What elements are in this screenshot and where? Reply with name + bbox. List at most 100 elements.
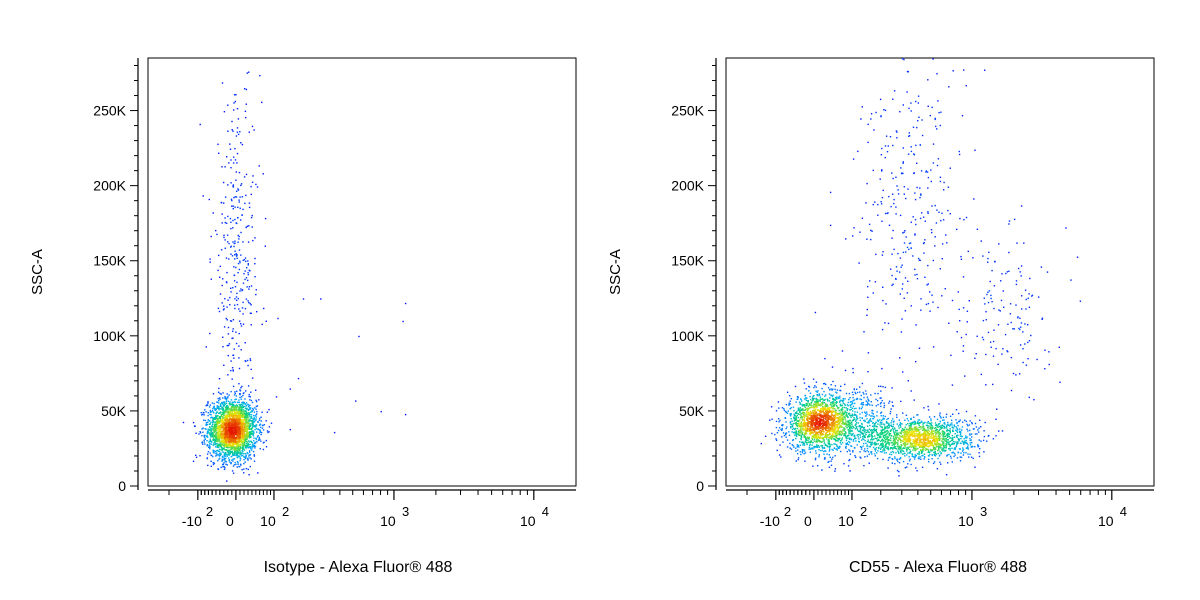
data-point bbox=[256, 311, 258, 313]
data-point bbox=[906, 466, 908, 468]
data-point bbox=[808, 428, 810, 430]
data-point bbox=[902, 436, 904, 438]
data-point bbox=[236, 460, 239, 463]
data-point bbox=[236, 425, 239, 427]
data-point bbox=[824, 398, 826, 401]
data-point bbox=[822, 405, 824, 408]
data-point bbox=[235, 253, 237, 255]
data-point bbox=[216, 435, 218, 438]
data-point bbox=[240, 142, 242, 144]
data-point bbox=[234, 461, 236, 464]
data-point bbox=[212, 408, 214, 410]
data-point bbox=[813, 386, 815, 389]
data-point bbox=[217, 420, 219, 422]
data-point bbox=[231, 451, 233, 454]
data-point bbox=[242, 444, 245, 447]
data-point bbox=[811, 447, 813, 449]
data-point bbox=[260, 420, 262, 422]
data-point bbox=[815, 441, 817, 443]
data-point bbox=[262, 448, 265, 451]
data-point bbox=[234, 446, 236, 448]
data-point bbox=[219, 445, 221, 447]
data-point bbox=[228, 258, 230, 260]
data-point bbox=[845, 432, 847, 435]
data-point bbox=[249, 396, 251, 398]
data-point bbox=[250, 432, 252, 434]
data-point bbox=[255, 414, 257, 416]
data-point bbox=[243, 435, 245, 438]
data-point bbox=[851, 401, 853, 403]
data-point bbox=[244, 342, 246, 344]
data-point bbox=[218, 152, 220, 154]
data-point bbox=[220, 453, 222, 455]
data-point bbox=[206, 453, 209, 455]
data-point bbox=[881, 442, 884, 444]
data-point bbox=[809, 418, 811, 420]
data-point bbox=[230, 221, 232, 223]
data-point bbox=[844, 419, 847, 421]
data-point bbox=[825, 426, 827, 429]
data-point bbox=[221, 166, 223, 168]
data-point bbox=[240, 426, 243, 428]
data-point bbox=[808, 436, 810, 439]
data-point bbox=[230, 426, 233, 429]
data-point bbox=[828, 415, 831, 418]
data-point bbox=[243, 433, 245, 435]
data-point bbox=[242, 301, 244, 304]
data-point bbox=[240, 435, 243, 438]
data-point bbox=[208, 446, 210, 448]
data-point bbox=[825, 425, 827, 427]
data-point bbox=[233, 156, 235, 158]
data-point bbox=[219, 448, 221, 451]
data-point bbox=[214, 441, 216, 444]
data-point bbox=[940, 440, 943, 442]
data-point bbox=[247, 413, 249, 415]
data-point bbox=[819, 441, 821, 443]
data-point bbox=[791, 425, 794, 427]
data-point bbox=[916, 440, 918, 442]
data-point bbox=[807, 422, 809, 425]
data-point bbox=[852, 402, 854, 405]
data-point bbox=[215, 437, 218, 439]
data-point bbox=[223, 462, 225, 464]
data-point bbox=[213, 451, 215, 454]
data-point bbox=[841, 441, 844, 444]
data-point bbox=[245, 405, 247, 407]
data-point bbox=[842, 429, 844, 431]
data-point bbox=[217, 307, 220, 310]
data-point bbox=[891, 420, 893, 422]
data-point bbox=[207, 412, 209, 414]
data-point bbox=[232, 415, 234, 417]
data-point bbox=[222, 278, 224, 280]
data-point bbox=[809, 444, 811, 447]
data-point bbox=[887, 441, 889, 443]
data-point bbox=[835, 417, 837, 419]
data-point bbox=[798, 446, 800, 448]
data-point bbox=[234, 426, 237, 428]
data-point bbox=[828, 417, 830, 419]
data-point bbox=[232, 319, 235, 321]
data-point bbox=[230, 407, 233, 409]
data-point bbox=[252, 425, 255, 427]
data-point bbox=[941, 438, 943, 440]
data-point bbox=[806, 411, 808, 413]
data-point bbox=[231, 337, 233, 340]
data-point bbox=[222, 181, 225, 184]
data-point bbox=[250, 216, 253, 219]
data-point bbox=[231, 433, 233, 435]
data-point bbox=[780, 456, 782, 458]
data-point bbox=[822, 433, 824, 435]
data-point bbox=[828, 445, 831, 447]
data-point bbox=[239, 407, 242, 409]
data-point bbox=[199, 432, 202, 434]
data-point bbox=[240, 231, 242, 234]
data-point bbox=[824, 405, 826, 407]
data-point bbox=[791, 431, 793, 433]
data-point bbox=[245, 430, 248, 432]
data-point bbox=[244, 405, 246, 408]
data-point bbox=[795, 450, 797, 452]
data-point bbox=[240, 387, 242, 389]
data-point bbox=[264, 217, 267, 220]
data-point bbox=[231, 367, 234, 369]
data-point bbox=[799, 444, 802, 446]
